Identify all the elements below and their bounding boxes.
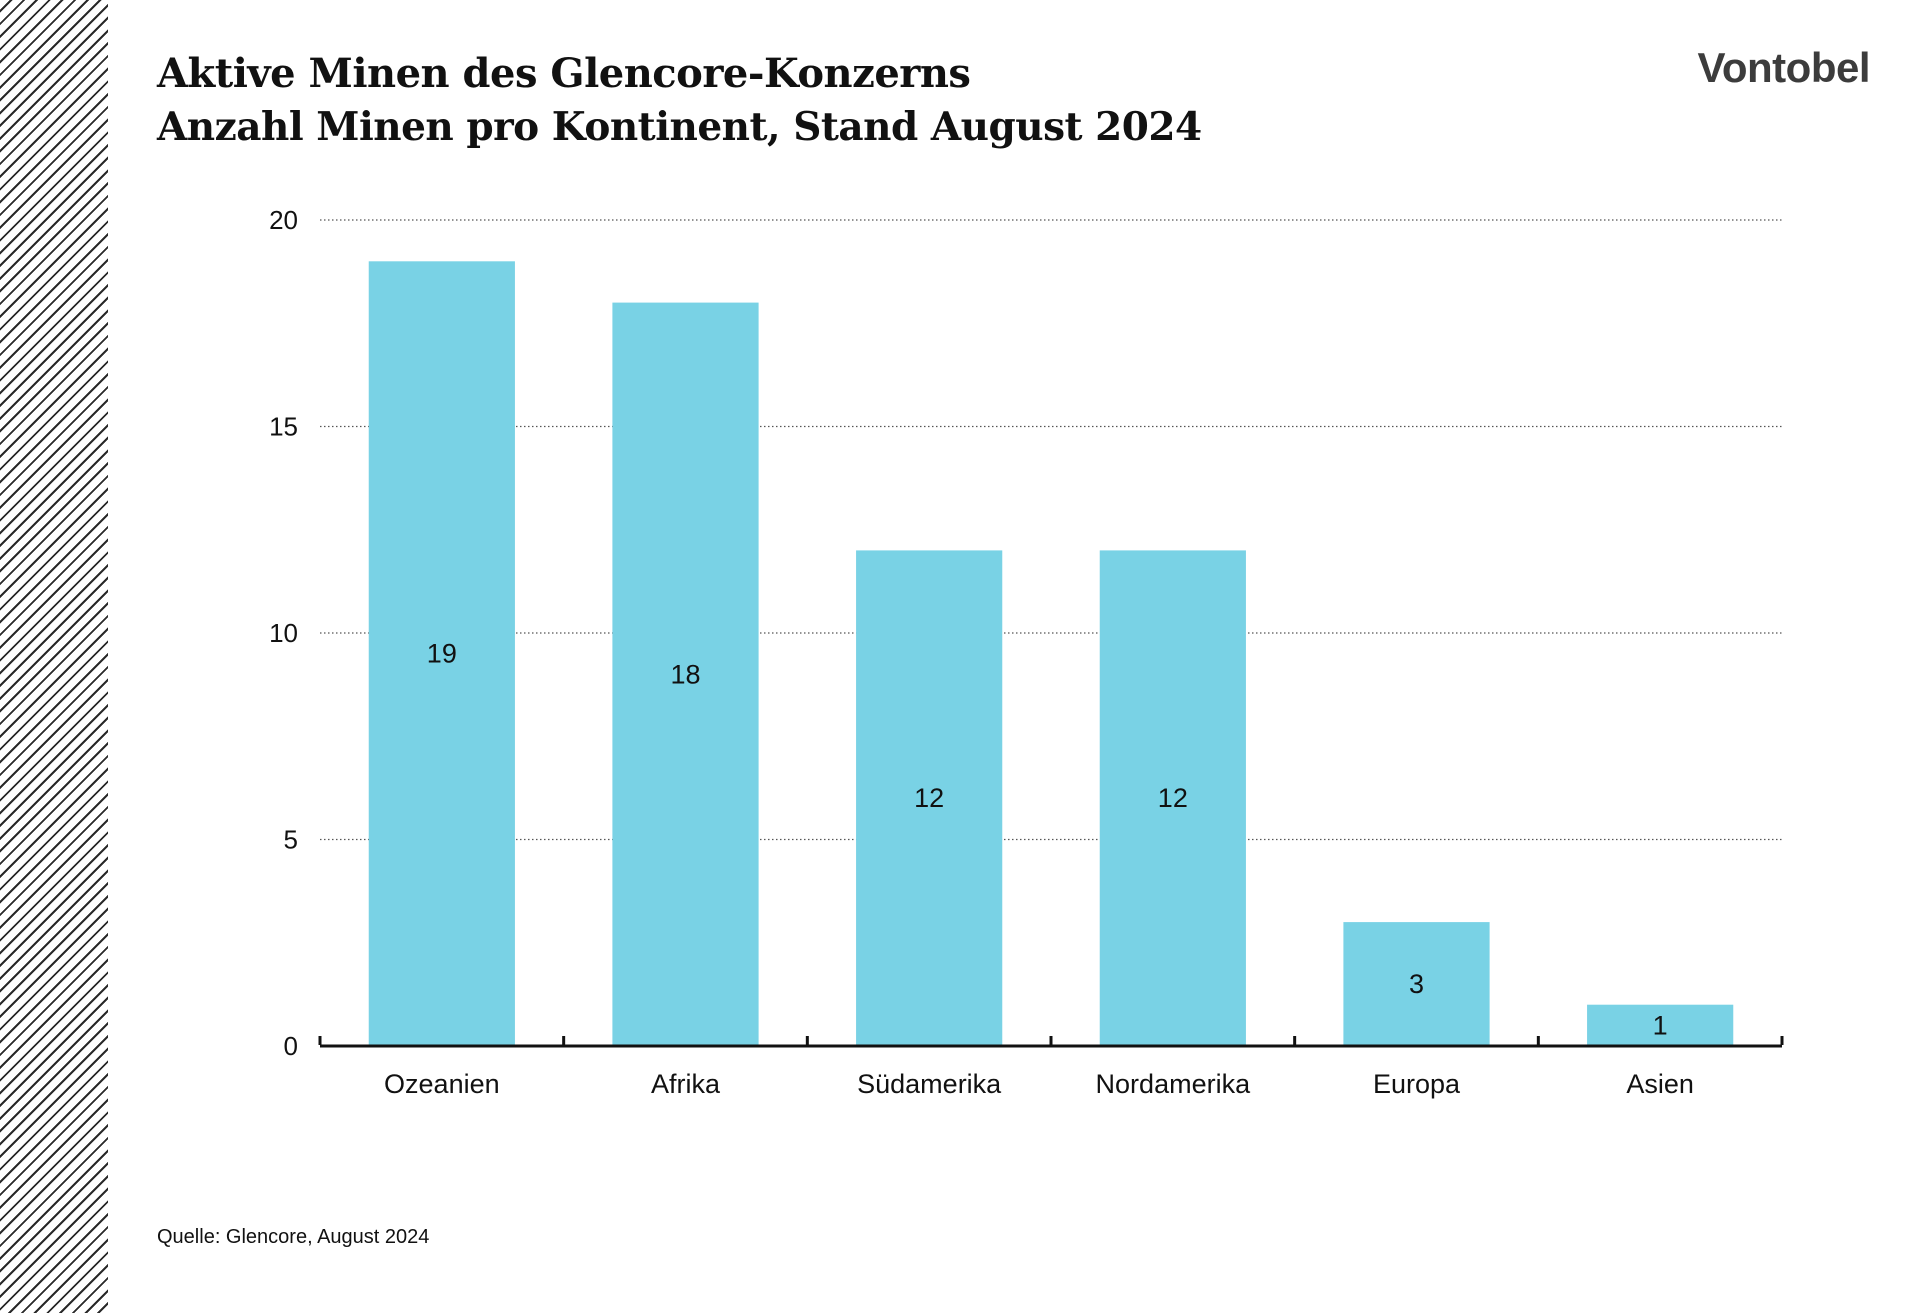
x-category-label: Europa bbox=[1373, 1069, 1461, 1099]
x-axis-category-labels: Ozeanien Afrika Südamerika Nordamerika Europ… bbox=[384, 1069, 1694, 1099]
data-labels: 19 18 12 12 3 1 bbox=[427, 639, 1668, 1041]
bar-ozeanien bbox=[368, 261, 515, 1046]
y-tick-label: 20 bbox=[269, 205, 298, 235]
data-label: 1 bbox=[1653, 1010, 1668, 1040]
vontobel-logo: Vontobel bbox=[1697, 44, 1870, 91]
x-category-label: Asien bbox=[1626, 1069, 1694, 1099]
data-label: 12 bbox=[914, 783, 944, 813]
hatched-side-pattern bbox=[0, 0, 108, 1313]
chart-subtitle: Anzahl Minen pro Kontinent, Stand August… bbox=[157, 104, 1202, 150]
x-category-label: Ozeanien bbox=[384, 1069, 500, 1099]
gridlines bbox=[320, 219, 1782, 841]
source-note: Quelle: Glencore, August 2024 bbox=[157, 1226, 430, 1248]
bar-südamerika bbox=[856, 550, 1003, 1046]
bar-europa bbox=[1343, 922, 1490, 1046]
x-category-label: Nordamerika bbox=[1096, 1069, 1252, 1099]
x-axis bbox=[318, 1036, 1784, 1048]
bars bbox=[368, 261, 1734, 1047]
y-tick-label: 15 bbox=[269, 412, 298, 442]
data-label: 19 bbox=[427, 639, 457, 669]
bar-asien bbox=[1587, 1004, 1734, 1046]
chart-title: Aktive Minen des Glencore-Konzerns bbox=[157, 50, 971, 97]
x-category-label: Südamerika bbox=[857, 1069, 1002, 1099]
y-axis-tick-labels: 0 5 10 15 20 bbox=[269, 205, 298, 1061]
bar-afrika bbox=[612, 302, 759, 1047]
y-tick-label: 10 bbox=[269, 618, 298, 648]
y-tick-label: 0 bbox=[284, 1031, 298, 1061]
data-label: 12 bbox=[1158, 783, 1188, 813]
data-label: 18 bbox=[670, 659, 700, 689]
y-tick-label: 5 bbox=[284, 825, 298, 855]
x-category-label: Afrika bbox=[651, 1069, 721, 1099]
data-label: 3 bbox=[1409, 969, 1424, 999]
bar-nordamerika bbox=[1099, 550, 1246, 1046]
